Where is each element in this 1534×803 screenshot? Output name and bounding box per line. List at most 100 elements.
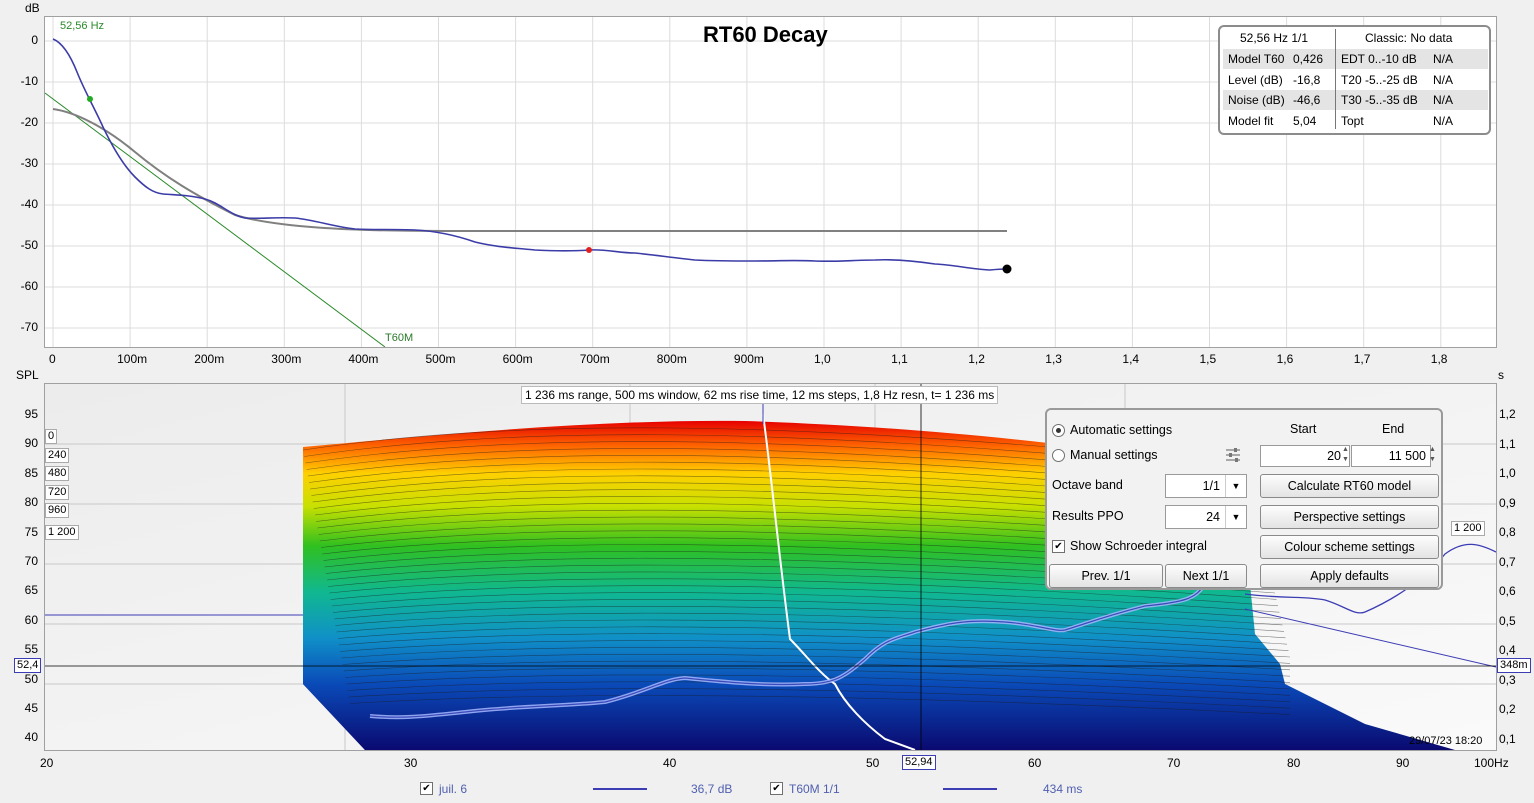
waterfall-y-unit: SPL — [16, 368, 39, 382]
waterfall-slice-line — [334, 605, 1285, 632]
manual-settings-label[interactable]: Manual settings — [1070, 448, 1158, 462]
waterfall-slice-line — [342, 654, 1291, 677]
end-spinner[interactable]: ▲ ▼ — [1429, 446, 1436, 463]
waterfall-y-tick: 95 — [24, 407, 38, 421]
decay-x-tick: 1,3 — [1045, 352, 1062, 366]
waterfall-time-tick: 0,4 — [1499, 643, 1516, 657]
decay-x-tick: 700m — [579, 352, 610, 366]
settings-sliders-icon[interactable] — [1225, 446, 1241, 462]
results-ppo-select[interactable]: 24 ▼ — [1165, 505, 1247, 529]
legend-value: 434 ms — [1043, 782, 1083, 796]
waterfall-y-tick: 85 — [24, 465, 38, 480]
octave-band-select[interactable]: 1/1 ▼ — [1165, 474, 1247, 498]
legend-value: 36,7 dB — [691, 782, 733, 796]
schroeder-label[interactable]: Show Schroeder integral — [1070, 539, 1207, 553]
start-label: Start — [1290, 422, 1317, 436]
waterfall-slice-line — [336, 619, 1288, 645]
decay-y-tick: -70 — [20, 320, 38, 334]
waterfall-slice-line — [341, 647, 1291, 671]
perspective-line — [1244, 608, 1496, 668]
end-input[interactable]: 11 500 — [1351, 445, 1431, 467]
waterfall-slice-line — [304, 434, 1247, 472]
cursor-freq-readout: 52,94 — [902, 755, 936, 770]
decay-x-tick: 1,2 — [968, 352, 985, 366]
perspective-settings-button[interactable]: Perspective settings — [1260, 505, 1439, 529]
rt60-info-box: 52,56 Hz 1/1 Classic: No data Model T60 0… — [1218, 25, 1491, 135]
waterfall-y-tick: 45 — [24, 701, 38, 715]
waterfall-slice-line — [332, 599, 1283, 626]
apply-defaults-button[interactable]: Apply defaults — [1260, 564, 1439, 588]
results-ppo-value: 24 — [1206, 510, 1220, 524]
waterfall-time-tick: 0,7 — [1499, 554, 1516, 569]
info-key: Model fit — [1228, 113, 1274, 128]
waterfall-y-tick: 80 — [24, 495, 38, 510]
chevron-down-icon[interactable]: ▼ — [1225, 475, 1246, 497]
prev-button[interactable]: Prev. 1/1 — [1049, 564, 1163, 588]
legend-swatch — [943, 788, 997, 790]
legend-checkbox[interactable]: ✔ — [770, 782, 783, 795]
waterfall-y-tick: 55 — [24, 642, 38, 657]
start-spinner[interactable]: ▲ ▼ — [1342, 446, 1349, 463]
waterfall-time-tick: 0,1 — [1499, 731, 1516, 746]
waterfall-y-tick: 90 — [24, 436, 38, 451]
waterfall-time-tick: 0,8 — [1499, 525, 1516, 539]
waterfall-slice-line — [331, 592, 1282, 619]
waterfall-slice-line — [338, 633, 1291, 658]
waterfall-slice-line — [335, 612, 1286, 639]
auto-settings-label[interactable]: Automatic settings — [1070, 423, 1173, 437]
next-button[interactable]: Next 1/1 — [1165, 564, 1247, 588]
results-ppo-label: Results PPO — [1052, 509, 1124, 523]
waterfall-y-tick: 60 — [24, 612, 38, 627]
selected-slice-trace-core — [369, 583, 1206, 718]
info-key: Level (dB) — [1228, 72, 1283, 87]
waterfall-plot[interactable]: 1 236 ms range, 500 ms window, 62 ms ris… — [44, 383, 1497, 751]
time-slice-label: 0 — [45, 429, 58, 444]
calculate-rt60-button[interactable]: Calculate RT60 model — [1260, 474, 1439, 498]
waterfall-y-tick: 50 — [24, 671, 38, 686]
info-key-2: EDT 0..-10 dB — [1341, 52, 1417, 66]
waterfall-slice-line — [344, 667, 1291, 690]
decay-x-tick: 1,6 — [1276, 352, 1294, 366]
info-value: 0,426 — [1293, 52, 1324, 66]
manual-settings-radio[interactable] — [1052, 449, 1065, 462]
colour-scheme-button[interactable]: Colour scheme settings — [1260, 535, 1439, 559]
decay-x-tick: 500m — [425, 352, 456, 366]
decay-x-tick: 1,5 — [1199, 352, 1217, 366]
waterfall-slice-line — [337, 626, 1289, 651]
decay-curve — [52, 38, 1008, 271]
auto-settings-radio[interactable] — [1052, 424, 1065, 437]
chart-title: RT60 Decay — [703, 22, 828, 47]
chevron-down-icon[interactable]: ▼ — [1225, 506, 1246, 528]
legend-name: T60M 1/1 — [789, 782, 840, 796]
time-slice-label: 1 200 — [45, 524, 79, 540]
decay-end-marker[interactable] — [1002, 264, 1012, 274]
info-key: Model T60 — [1228, 52, 1285, 66]
right-time-label: 1 200 — [1451, 521, 1485, 536]
waterfall-x-tick: 30 — [404, 756, 418, 770]
start-input[interactable]: 20 — [1260, 445, 1350, 467]
schroeder-checkbox[interactable]: ✔ — [1052, 540, 1065, 553]
decay-x-tick: 600m — [502, 352, 533, 366]
legend-checkbox[interactable]: ✔ — [420, 782, 433, 795]
octave-band-value: 1/1 — [1202, 479, 1220, 493]
info-key-2: Topt — [1341, 113, 1364, 128]
freq-marker-label: 52,56 Hz — [60, 20, 105, 32]
waterfall-status: 1 236 ms range, 500 ms window, 62 ms ris… — [521, 386, 999, 404]
info-value-2: N/A — [1433, 52, 1454, 66]
octave-band-label: Octave band — [1052, 478, 1123, 492]
waterfall-time-tick: 1,2 — [1499, 407, 1516, 421]
decay-x-tick: 1,7 — [1353, 352, 1371, 366]
info-key-2: T30 -5..-35 dB — [1341, 93, 1418, 107]
t60m-label: T60M — [385, 332, 414, 344]
decay-plot[interactable]: 52,56 Hz T60M RT60 Decay 52,56 Hz 1/1 Cl… — [44, 16, 1497, 348]
info-value-2: N/A — [1433, 72, 1454, 87]
waterfall-y-tick: 70 — [24, 554, 38, 568]
waterfall-slice-line — [343, 660, 1291, 683]
model-curve — [52, 108, 1007, 232]
waterfall-time-tick: 0,6 — [1499, 584, 1516, 598]
waterfall-y-tick: 40 — [24, 730, 38, 745]
time-slice-label: 240 — [45, 447, 70, 463]
decay-x-tick: 300m — [271, 352, 302, 366]
info-row — [1223, 49, 1488, 69]
info-value-2: N/A — [1433, 113, 1454, 128]
